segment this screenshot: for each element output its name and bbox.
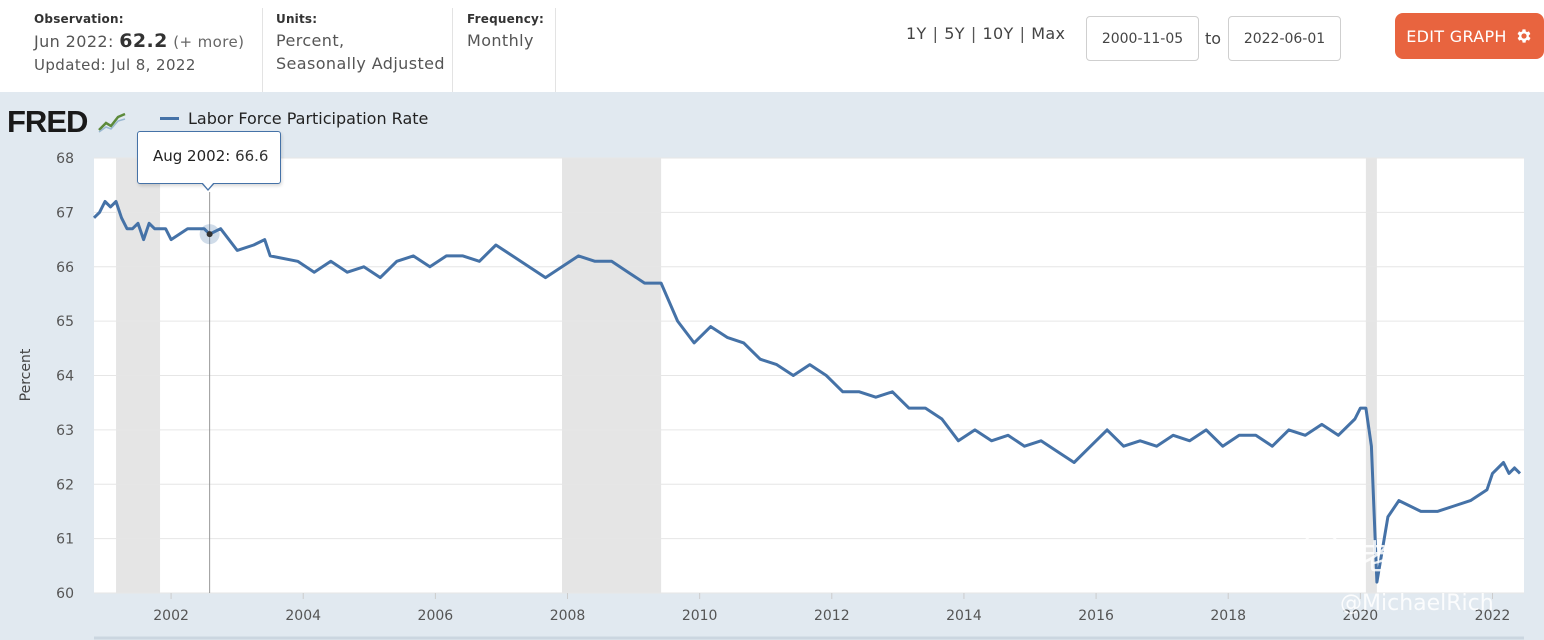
frequency-label: Frequency:: [467, 12, 545, 26]
end-date-input[interactable]: [1228, 16, 1341, 61]
hover-marker: [206, 231, 213, 238]
edit-graph-label: EDIT GRAPH: [1406, 26, 1507, 46]
x-tick-label: 2008: [550, 608, 586, 624]
y-tick-label: 62: [56, 477, 74, 493]
divider: [452, 8, 453, 92]
range-1y-link[interactable]: 1Y: [906, 24, 927, 43]
x-tick-label: 2002: [153, 608, 189, 624]
range-separator: |: [1019, 24, 1026, 43]
y-tick-label: 61: [56, 532, 74, 548]
tooltip-date: Aug 2002:: [153, 147, 231, 165]
tooltip-value: 66.6: [235, 147, 269, 165]
units-label: Units:: [276, 12, 318, 26]
y-tick-label: 68: [56, 151, 74, 167]
to-label: to: [1205, 29, 1222, 48]
gear-icon: [1517, 29, 1531, 43]
units-line2: Seasonally Adjusted: [276, 54, 445, 73]
fred-logo: FRED: [7, 104, 127, 140]
hover-tooltip: Aug 2002: 66.6: [137, 131, 281, 184]
watermark-logo: [1300, 532, 1342, 574]
frequency-block: Frequency: Monthly: [467, 0, 544, 92]
edit-graph-button[interactable]: EDIT GRAPH: [1395, 13, 1544, 59]
range-max-link[interactable]: Max: [1031, 24, 1066, 43]
fred-logo-text: FRED: [7, 104, 88, 139]
frequency-value: Monthly: [467, 31, 534, 50]
y-tick-label: 66: [56, 260, 74, 276]
x-tick-label: 2004: [285, 608, 321, 624]
range-10y-link[interactable]: 10Y: [982, 24, 1014, 43]
updated-text: Updated: Jul 8, 2022: [34, 56, 196, 74]
series-line[interactable]: [92, 200, 1522, 584]
observation-value: 62.2: [119, 30, 168, 52]
gridlines: [94, 157, 1524, 594]
chart-legend: Labor Force Participation Rate: [160, 109, 428, 128]
observation-label: Observation:: [34, 12, 124, 26]
fred-graph-icon: [98, 112, 126, 133]
x-tick-label: 2014: [946, 608, 982, 624]
units-block: Units: Percent, Seasonally Adjusted: [276, 0, 445, 92]
y-tick-label: 63: [56, 423, 74, 439]
x-tick-label: 2016: [1078, 608, 1114, 624]
divider: [555, 8, 556, 92]
y-tick-label: 64: [56, 369, 74, 385]
y-tick-label: 60: [56, 586, 74, 602]
header: Observation: Jun 2022: 62.2 (+ more) Upd…: [0, 0, 1544, 92]
watermark-handle: @MichaelRich: [1340, 591, 1494, 616]
divider: [262, 8, 263, 92]
range-separator: |: [932, 24, 939, 43]
y-tick-label: 67: [56, 205, 74, 221]
x-tick-label: 2020: [1343, 608, 1379, 624]
legend-series-name: Labor Force Participation Rate: [188, 109, 429, 128]
observation-date: Jun 2022:: [34, 32, 114, 51]
x-tick-label: 2012: [814, 608, 850, 624]
range-5y-link[interactable]: 5Y: [944, 24, 965, 43]
x-axis: 2002 2004 2006 2008 2010 2012 2014 2016 2018 2020…: [153, 593, 1510, 624]
observation-line: Jun 2022: 62.2 (+ more): [34, 30, 244, 54]
y-axis: 60 61 62 63 64 65 66 67 68: [56, 151, 74, 602]
y-axis-label: Percent: [18, 348, 34, 401]
watermark-text: 老虎社区: [1360, 538, 1504, 578]
x-tick-label: 2022: [1475, 608, 1511, 624]
tooltip-pointer: [201, 182, 215, 191]
x-tick-label: 2010: [682, 608, 718, 624]
range-links: 1Y | 5Y | 10Y | Max: [906, 24, 1065, 43]
range-separator: |: [970, 24, 977, 43]
x-tick-label: 2006: [418, 608, 454, 624]
observation-block: Observation: Jun 2022: 62.2 (+ more) Upd…: [34, 0, 244, 92]
more-link[interactable]: (+ more): [173, 33, 245, 51]
legend-swatch: [160, 117, 179, 120]
x-tick-label: 2018: [1210, 608, 1246, 624]
start-date-input[interactable]: [1086, 16, 1199, 61]
units-line1: Percent,: [276, 31, 345, 50]
y-tick-label: 65: [56, 314, 74, 330]
